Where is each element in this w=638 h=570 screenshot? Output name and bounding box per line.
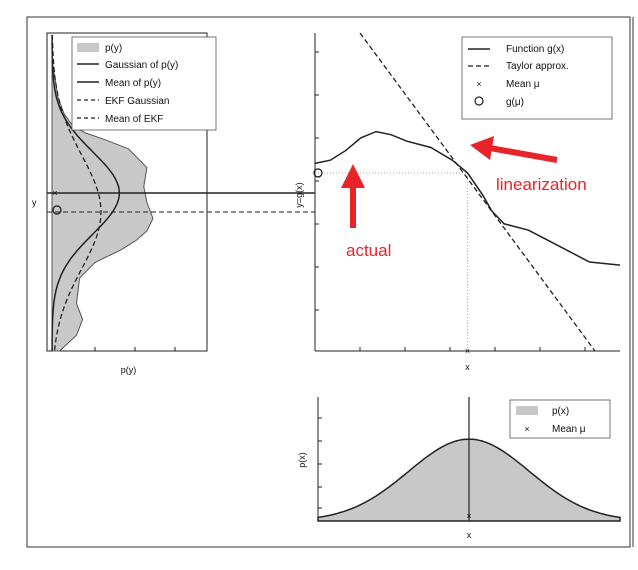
gx-x-axis-label: x	[465, 362, 470, 372]
gx-legend-swatch-2: ×	[476, 79, 481, 89]
gx-legend-label-0: Function g(x)	[506, 44, 564, 55]
gx-legend-label-2: Mean μ	[506, 79, 540, 90]
px-legend-swatch-1: ×	[524, 424, 529, 434]
px-panel: × p(x) x × p(x) Mean μ	[297, 397, 621, 540]
py-legend: p(y) Gaussian of p(y) Mean of p(y) EKF G…	[71, 36, 217, 131]
py-legend-swatch-0	[77, 43, 99, 52]
actual-annotation: actual	[341, 164, 391, 260]
px-y-axis-label: p(x)	[297, 452, 307, 468]
gx-legend: × Function g(x) Taylor approx. Mean μ g(…	[461, 36, 613, 120]
py-y-axis-label: y	[32, 197, 37, 207]
gx-legend-swatch-3	[474, 96, 484, 106]
actual-arrow-head	[341, 164, 365, 188]
px-x-axis-label: x	[467, 530, 472, 540]
linearization-arrow-head	[470, 136, 494, 160]
px-legend: × p(x) Mean μ	[509, 399, 611, 439]
gx-y-axis-label: y=g(x)	[294, 182, 304, 207]
py-legend-label-2: Mean of p(y)	[105, 78, 161, 89]
gx-legend-box	[461, 36, 613, 120]
py-x-axis-label: p(y)	[121, 365, 137, 375]
actual-label: actual	[346, 241, 391, 260]
gx-legend-label-1: Taylor approx.	[506, 61, 569, 72]
px-mean-marker: ×	[466, 511, 471, 521]
py-legend-label-3: EKF Gaussian	[105, 96, 169, 107]
py-legend-label-4: Mean of EKF	[105, 114, 163, 125]
gx-g-mu-marker	[313, 168, 323, 178]
px-legend-label-0: p(x)	[552, 406, 569, 417]
gx-taylor-line	[359, 32, 596, 352]
py-legend-label-1: Gaussian of p(y)	[105, 60, 178, 71]
py-legend-box	[71, 36, 217, 131]
gx-panel: × y=g(x) x linearization actual × Functi…	[294, 32, 621, 372]
linearization-annotation: linearization	[470, 136, 587, 194]
gx-legend-label-3: g(μ)	[506, 97, 524, 108]
py-axes-box	[46, 32, 208, 352]
gx-function-curve	[314, 130, 621, 266]
px-legend-swatch-0	[516, 406, 538, 415]
py-mean-marker: ×	[52, 188, 57, 198]
py-legend-label-0: p(y)	[105, 43, 122, 54]
linearization-arrow-shaft	[489, 145, 558, 163]
px-legend-label-1: Mean μ	[552, 424, 586, 435]
py-ekf-gaussian-curve	[51, 35, 102, 352]
linearization-label: linearization	[496, 175, 587, 194]
gx-mean-marker: ×	[465, 346, 470, 356]
py-ekf-mean-marker	[52, 205, 62, 215]
py-panel: × y p(y) p(y) Gaussian of p(y) Mean of p…	[32, 32, 315, 375]
